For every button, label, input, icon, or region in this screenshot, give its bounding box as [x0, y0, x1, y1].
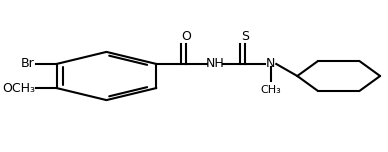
Text: CH₃: CH₃: [260, 85, 281, 95]
Text: O: O: [181, 30, 191, 43]
Text: Br: Br: [21, 57, 35, 70]
Text: S: S: [241, 30, 249, 43]
Text: OCH₃: OCH₃: [2, 82, 35, 95]
Text: NH: NH: [206, 57, 225, 70]
Text: N: N: [266, 57, 275, 70]
